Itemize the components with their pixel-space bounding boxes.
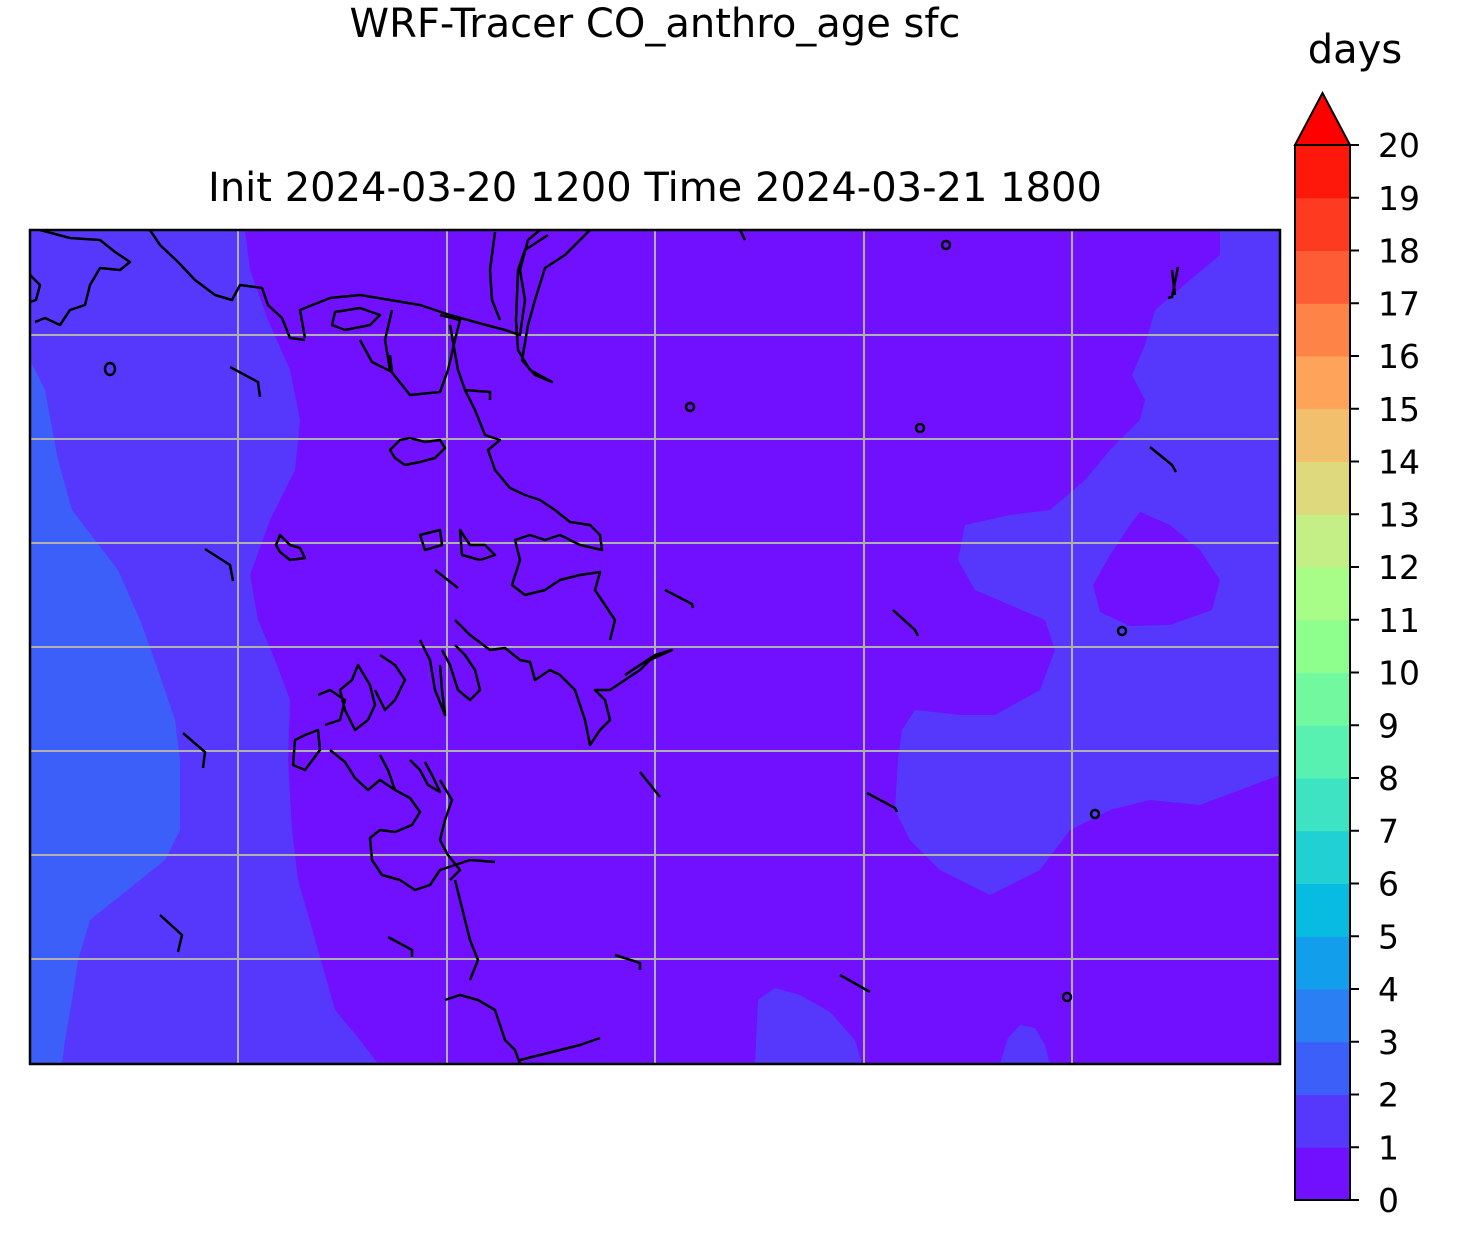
colorbar-swatch-19	[1295, 145, 1350, 199]
field-level-1-south-patch-2	[1000, 1025, 1050, 1064]
colorbar-swatch-3	[1295, 989, 1350, 1043]
map-frame	[28, 228, 1282, 1066]
plot-title-line1: WRF-Tracer CO_anthro_age sfc	[349, 1, 961, 47]
field-level-1-south-patch	[755, 988, 862, 1064]
colorbar-tick-label: 17	[1378, 284, 1420, 323]
colorbar-tick-label: 12	[1378, 548, 1420, 587]
colorbar-swatch-7	[1295, 778, 1350, 832]
colorbar-tick-label: 9	[1378, 706, 1399, 745]
colorbar-swatch-17	[1295, 250, 1350, 304]
coastlines	[30, 230, 1177, 1064]
colorbar-swatch-12	[1295, 514, 1350, 568]
colorbar-tick-label: 13	[1378, 495, 1420, 534]
colorbar-swatch-16	[1295, 303, 1350, 357]
colorbar-tick-label: 6	[1378, 865, 1399, 904]
map-gridlines	[30, 230, 1280, 1064]
colorbar-tick-label: 11	[1378, 601, 1420, 640]
colorbar-swatch-10	[1295, 619, 1350, 673]
colorbar-label: days	[1307, 27, 1403, 73]
colorbar-swatch-13	[1295, 461, 1350, 515]
wind-barbs	[159, 266, 1180, 994]
colorbar-swatch-8	[1295, 725, 1350, 779]
colorbar-tick-label: 1	[1378, 1128, 1399, 1167]
colorbar-swatch-11	[1295, 567, 1350, 621]
colorbar-swatch-5	[1295, 883, 1350, 937]
colorbar-swatch-6	[1295, 830, 1350, 884]
field-level-1-east	[895, 230, 1280, 895]
colorbar-swatch-14	[1295, 408, 1350, 462]
colorbar-tick-label: 15	[1378, 390, 1420, 429]
plot-title-line2: Init 2024-03-20 1200 Time 2024-03-21 180…	[208, 165, 1102, 211]
colorbar-tick-label: 16	[1378, 337, 1420, 376]
colorbar-tick-label: 10	[1378, 654, 1420, 693]
colorbar-tick-label: 14	[1378, 443, 1420, 482]
colorbar-tick-label: 3	[1378, 1023, 1399, 1062]
colorbar-tick-label: 2	[1378, 1076, 1399, 1115]
colorbar-tick-label: 7	[1378, 812, 1399, 851]
colorbar-tick-label: 5	[1378, 917, 1399, 956]
colorbar-swatch-1	[1295, 1094, 1350, 1148]
colorbar-swatch-0	[1295, 1147, 1350, 1201]
colorbar-tick-label: 19	[1378, 179, 1420, 218]
island-markers	[103, 239, 1128, 1003]
colorbar-tick-label: 20	[1378, 126, 1420, 165]
field-level-2-west	[30, 360, 180, 1064]
field-level-0-pocket	[1093, 512, 1220, 626]
field-level-0-southeast	[1215, 775, 1280, 1040]
colorbar-tick-label: 18	[1378, 232, 1420, 271]
colorbar-swatch-9	[1295, 672, 1350, 726]
colorbar-swatch-2	[1295, 1041, 1350, 1095]
colorbar-swatch-4	[1295, 936, 1350, 990]
colorbar-tick-label: 8	[1378, 759, 1399, 798]
colorbar-swatch-18	[1295, 197, 1350, 251]
colorbar-extend-arrow	[1293, 90, 1352, 146]
colorbar-tick-label: 4	[1378, 970, 1399, 1009]
colorbar-swatch-15	[1295, 356, 1350, 410]
colorbar-tick-label: 0	[1378, 1181, 1399, 1220]
